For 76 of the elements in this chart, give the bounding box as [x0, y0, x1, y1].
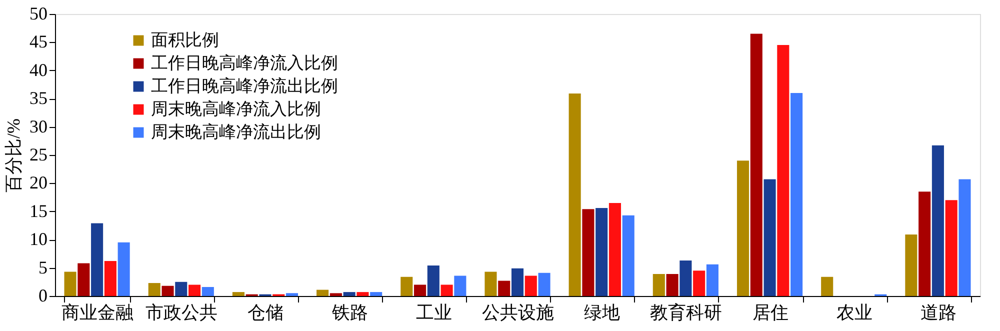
- bar: [821, 276, 834, 296]
- bar: [232, 292, 244, 296]
- x-tick-label: 商业金融: [62, 302, 134, 322]
- bar: [188, 284, 201, 296]
- bar: [706, 264, 718, 296]
- bar: [400, 276, 413, 296]
- bar: [596, 208, 608, 296]
- y-tick-label: 10: [30, 229, 48, 250]
- bar: [330, 293, 342, 296]
- bar: [622, 215, 634, 296]
- y-tick-label: 40: [30, 60, 48, 80]
- bar: [918, 192, 931, 296]
- bar: [356, 292, 369, 296]
- x-tick-label: 居住: [752, 302, 788, 322]
- bar: [104, 261, 116, 296]
- bar: [666, 274, 678, 296]
- x-tick-label: 市政公共: [146, 302, 218, 322]
- y-tick-label: 25: [30, 144, 48, 164]
- bar: [370, 292, 382, 296]
- bar: [148, 283, 160, 296]
- bar: [764, 179, 776, 296]
- bar: [790, 92, 803, 296]
- bar: [440, 284, 453, 296]
- bar: [454, 276, 466, 296]
- bar: [680, 260, 692, 296]
- y-tick-label: 35: [30, 88, 48, 108]
- bar: [945, 200, 958, 296]
- x-tick-label: 道路: [920, 302, 956, 322]
- bar: [524, 276, 537, 296]
- bar: [316, 290, 329, 296]
- x-tick-label: 工业: [416, 302, 452, 322]
- bar: [582, 209, 594, 296]
- bar: [511, 268, 524, 296]
- x-tick-label: 绿地: [584, 302, 620, 322]
- bar: [736, 160, 750, 296]
- y-tick-label: 20: [30, 172, 48, 193]
- x-tick-label: 公共设施: [482, 302, 554, 322]
- bar: [414, 284, 426, 296]
- bar: [64, 272, 76, 296]
- x-tick-label: 教育科研: [650, 302, 722, 322]
- bar: [652, 274, 665, 296]
- bar: [286, 293, 298, 296]
- bar: [750, 34, 762, 296]
- bar: [608, 202, 621, 296]
- bar: [162, 286, 174, 296]
- bar: [958, 179, 971, 296]
- y-tick-label: 45: [30, 32, 48, 52]
- x-tick-label: 铁路: [330, 302, 368, 322]
- y-tick-label: 0: [38, 286, 48, 306]
- legend-label: 面积比例: [151, 30, 219, 50]
- x-tick-label: 农业: [836, 302, 872, 322]
- bar: [91, 223, 104, 296]
- bar: [932, 145, 944, 296]
- legend-label: 周末晚高峰净流入比例: [151, 100, 321, 118]
- bar: [202, 286, 214, 296]
- y-tick-label: 50: [30, 4, 48, 24]
- y-tick-label: 5: [38, 257, 48, 278]
- bar: [343, 292, 356, 296]
- y-tick-label: 15: [30, 200, 48, 221]
- legend-label: 工作日晚高峰净流出比例: [151, 76, 338, 96]
- bar: [498, 280, 510, 296]
- legend-label: 工作日晚高峰净流入比例: [151, 54, 338, 72]
- legend-label: 周末晚高峰净流出比例: [151, 122, 321, 142]
- bar: [175, 282, 188, 296]
- bar: [568, 94, 581, 296]
- bar: [693, 270, 706, 296]
- bar: [905, 234, 918, 296]
- bar: [538, 272, 550, 296]
- bar: [427, 266, 440, 296]
- x-tick-label: 仓储: [248, 302, 284, 322]
- bar: [118, 242, 130, 296]
- bar: [484, 272, 497, 296]
- y-tick-label: 30: [30, 116, 48, 136]
- bar: [777, 45, 790, 296]
- bar: [78, 263, 90, 296]
- y-axis-title: 百分比/%: [4, 118, 24, 192]
